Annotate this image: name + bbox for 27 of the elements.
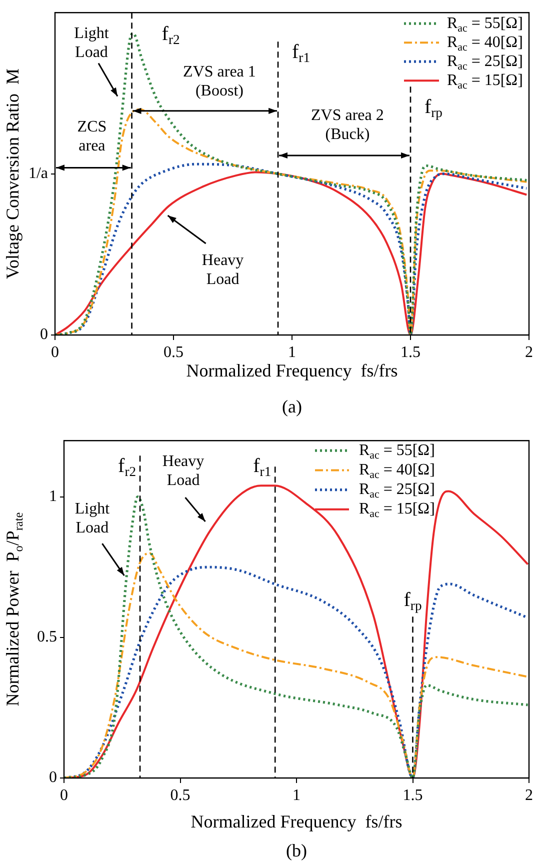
y-tick-label: 0 <box>49 769 57 786</box>
x-tick-label: 2 <box>525 344 533 361</box>
x-axis-title: Normalized Frequency fs/frs <box>190 812 402 832</box>
x-axis-title: Normalized Frequency fs/frs <box>186 360 398 381</box>
y-tick-label: 0.5 <box>37 628 57 646</box>
x-tick-label: 1 <box>288 344 296 361</box>
x-tick-label: 1.5 <box>400 344 420 361</box>
y-axis-title: Voltage Conversion Ratio M <box>2 68 23 280</box>
y-tick-label: 0 <box>40 326 48 344</box>
annotation: Heavy Load <box>202 252 244 288</box>
text: (a) <box>282 396 302 417</box>
x-tick-label: 0.5 <box>164 344 184 361</box>
y-tick-label: 1/a <box>28 165 48 182</box>
annotation: ZCS area <box>77 118 107 154</box>
x-tick-label: 1 <box>292 786 300 804</box>
annotation: ZVS area 1 (Boost) <box>183 64 256 100</box>
x-tick-label: 2 <box>525 786 533 804</box>
y-tick-label: 1 <box>49 488 57 506</box>
annotation: Light Load <box>74 24 110 61</box>
annotation: Heavy Load <box>162 453 204 490</box>
annotation: ZVS area 2 (Buck) <box>311 107 384 144</box>
x-tick-label: 0 <box>60 786 68 804</box>
x-tick-label: 1.5 <box>402 786 423 804</box>
y-axis-title: Normalized Power Po/Prate <box>2 512 26 706</box>
text: (b) <box>286 840 308 861</box>
x-tick-label: 0.5 <box>170 786 190 804</box>
annotation: Light Load <box>74 500 110 536</box>
